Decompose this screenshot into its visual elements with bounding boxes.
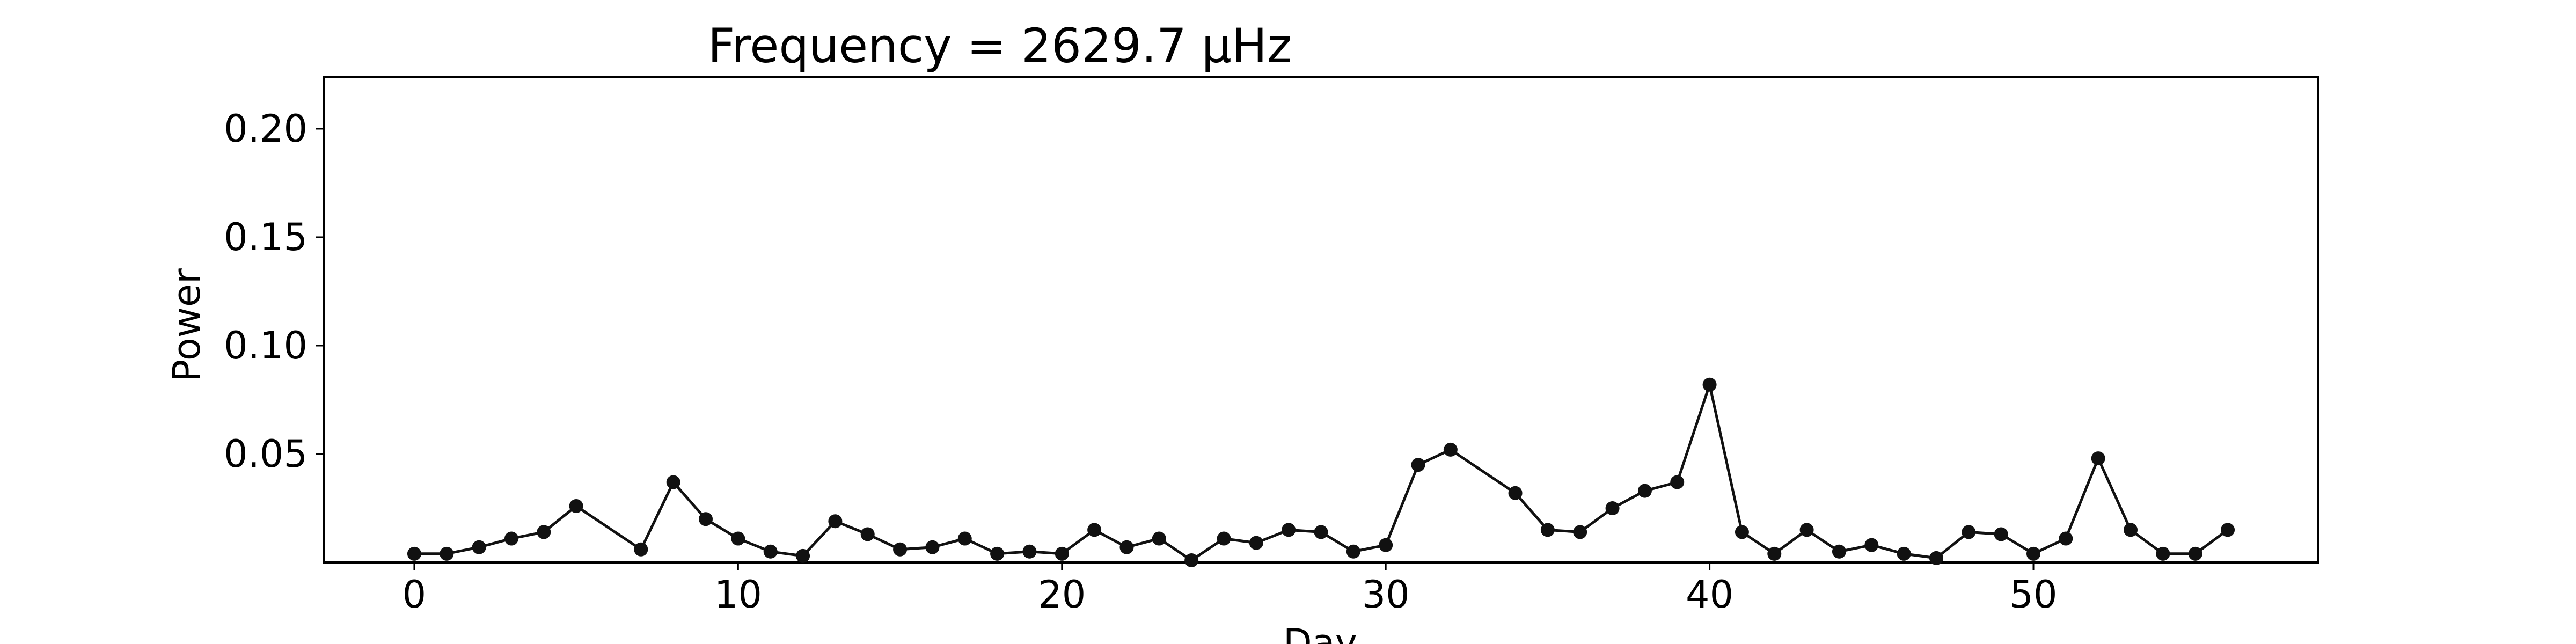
data-point (763, 544, 778, 559)
data-point (731, 531, 745, 546)
data-point (957, 531, 972, 546)
data-point (2091, 451, 2105, 466)
data-point (1508, 486, 1523, 500)
data-point (1702, 377, 1717, 392)
data-point (1929, 551, 1943, 565)
data-point (1184, 553, 1199, 567)
y-tick-label: 0.10 (224, 324, 308, 368)
data-point (2059, 531, 2073, 546)
data-point (1152, 531, 1166, 546)
data-point (1962, 525, 1976, 539)
data-point (1119, 540, 1134, 554)
x-axis-label: Day (1283, 621, 1357, 644)
data-point (666, 475, 680, 489)
y-axis: 0.05 0.10 0.15 0.20 (224, 107, 324, 476)
data-point (1605, 501, 1620, 515)
data-point (407, 546, 421, 561)
data-point (1411, 458, 1425, 472)
data-point (2221, 523, 2235, 537)
data-point (1249, 536, 1263, 550)
data-point (796, 548, 810, 563)
plot-area (323, 76, 2319, 564)
data-point (1217, 531, 1231, 546)
x-tick-label: 50 (2009, 573, 2057, 617)
data-point (1055, 546, 1069, 561)
series-layer (407, 377, 2235, 567)
data-point (2026, 546, 2040, 561)
data-point (828, 514, 843, 529)
data-point (440, 546, 454, 561)
x-tick-label: 20 (1038, 573, 1086, 617)
data-point (1314, 525, 1328, 539)
data-point (1994, 527, 2008, 541)
data-point (1799, 523, 1814, 537)
data-point (1443, 442, 1458, 457)
data-point (1767, 546, 1782, 561)
data-point (1897, 546, 1911, 561)
x-tick-label: 10 (714, 573, 762, 617)
data-point (1637, 484, 1652, 498)
y-tick-label: 0.15 (224, 215, 308, 259)
data-point (860, 527, 875, 541)
data-point (1573, 525, 1587, 539)
data-point (569, 499, 583, 513)
data-point (1670, 475, 1685, 489)
data-point (1735, 525, 1749, 539)
data-point (504, 531, 518, 546)
data-point (990, 546, 1005, 561)
y-tick-label: 0.20 (224, 107, 308, 151)
data-point (1087, 523, 1102, 537)
x-tick-label: 30 (1362, 573, 1410, 617)
data-point (1282, 523, 1296, 537)
data-point (2188, 546, 2202, 561)
data-point (893, 542, 908, 557)
data-point (1832, 544, 1846, 559)
data-point (634, 542, 648, 557)
data-point (699, 512, 713, 526)
data-point (1346, 544, 1360, 559)
chart-title: Frequency = 2629.7 μHz (708, 18, 1292, 74)
x-axis: 0 10 20 30 40 50 (402, 562, 2058, 617)
data-point (537, 525, 551, 539)
x-tick-label: 0 (402, 573, 427, 617)
data-point (2156, 546, 2170, 561)
plot-frame (323, 76, 2319, 564)
data-point (1379, 538, 1393, 552)
data-point (472, 540, 486, 554)
x-tick-label: 40 (1686, 573, 1733, 617)
data-point (1022, 544, 1037, 559)
y-tick-label: 0.05 (224, 432, 308, 476)
data-point (1540, 523, 1555, 537)
data-point (1864, 538, 1879, 552)
data-point (925, 540, 940, 554)
y-axis-label: Power (165, 268, 209, 382)
data-point (2124, 523, 2138, 537)
